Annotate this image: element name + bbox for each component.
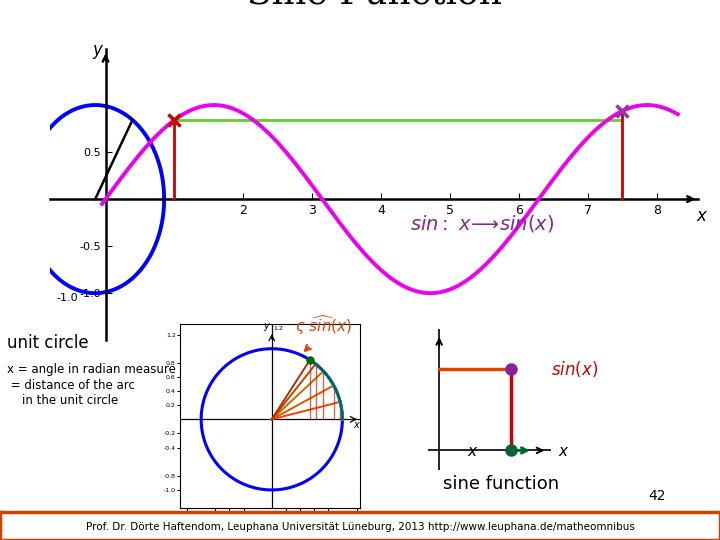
Text: x: x — [354, 420, 359, 430]
Text: $\mathit{sin(x)}$: $\mathit{sin(x)}$ — [551, 359, 598, 379]
Text: x = angle in radian measure: x = angle in radian measure — [7, 362, 176, 376]
Text: unit circle: unit circle — [7, 334, 89, 352]
Text: Prof. Dr. Dörte Haftendom, Leuphana Universität Lüneburg, 2013 http://www.leupha: Prof. Dr. Dörte Haftendom, Leuphana Univ… — [86, 522, 634, 532]
Text: 1.2: 1.2 — [273, 327, 283, 332]
Text: 42: 42 — [649, 489, 666, 503]
Text: y: y — [92, 42, 102, 59]
Text: $\mathit{\varsigma\ \widehat{sin}(x)}$: $\mathit{\varsigma\ \widehat{sin}(x)}$ — [295, 313, 353, 337]
Text: $\mathit{x}$: $\mathit{x}$ — [467, 444, 479, 460]
Text: y: y — [264, 321, 269, 331]
Text: in the unit circle: in the unit circle — [7, 394, 119, 407]
Text: = distance of the arc: = distance of the arc — [7, 379, 135, 392]
Text: $\mathit{sin}$$\mathit{:\ x \!\longrightarrow\! sin(x)}$: $\mathit{sin}$$\mathit{:\ x \!\longright… — [410, 213, 554, 234]
Text: $\mathit{x}$: $\mathit{x}$ — [558, 444, 570, 460]
Text: x: x — [697, 207, 707, 225]
Text: Sine Function: Sine Function — [247, 0, 502, 11]
Text: sine function: sine function — [443, 475, 559, 492]
Text: -1.0: -1.0 — [57, 293, 78, 303]
